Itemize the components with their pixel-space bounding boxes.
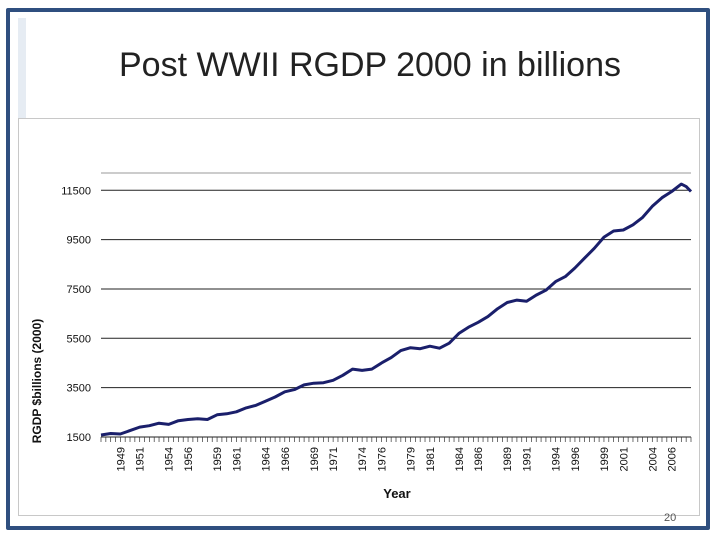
x-tick-label: 1969 [309,447,321,471]
x-tick-label: 2001 [618,447,630,471]
y-axis-label: RGDP $billions (2000) [30,319,44,443]
y-tick-labels: 1500 3500 5500 7500 9500 11500 [61,185,91,444]
series-line-rgdp [100,182,693,437]
x-tick-label: 2004 [647,447,659,471]
title-area [18,18,702,118]
chart-container: 1500 3500 5500 7500 9500 11500 1949 1951 1954 19… [18,118,700,516]
series-lines [100,182,693,437]
y-tick-label: 1500 [67,432,91,444]
y-tick-label: 5500 [67,333,91,345]
y-tick-label: 7500 [67,284,91,296]
slide-title: Post WWII RGDP 2000 in billions [119,46,621,84]
x-tick-label: 2006 [667,447,679,471]
x-tick-label: 1981 [425,447,437,471]
x-axis-label: Year [383,486,410,501]
y-tick-label: 3500 [67,383,91,395]
x-tick-label: 1986 [473,447,485,471]
slide-number: 20 [664,512,677,524]
x-tick-label: 1979 [406,447,418,471]
x-tick-label: 1989 [502,447,514,471]
x-tick-label: 1984 [454,447,466,471]
x-tick-label: 1974 [357,447,369,471]
x-tick-label: 1951 [135,447,147,471]
y-tick-label: 11500 [61,185,91,197]
x-tick-label: 1949 [115,447,127,471]
x-tick-label: 1966 [280,447,292,471]
grid-lines [100,172,692,442]
x-tick-label: 1956 [183,447,195,471]
x-tick-label: 1961 [231,447,243,471]
x-tick-label: 1964 [260,447,272,471]
x-tick-label: 1996 [570,447,582,471]
x-tick-label: 1959 [212,447,224,471]
x-tick-label: 1991 [522,447,534,471]
x-tick-labels: 1949 1951 1954 1956 1959 1961 1964 1966 1969 1971… [115,447,678,471]
x-tick-label: 1994 [551,447,563,471]
x-tick-label: 1976 [376,447,388,471]
x-tick-label: 1999 [599,447,611,471]
x-tick-label: 1954 [164,447,176,471]
y-tick-label: 9500 [67,235,91,247]
x-tick-label: 1971 [328,447,340,471]
